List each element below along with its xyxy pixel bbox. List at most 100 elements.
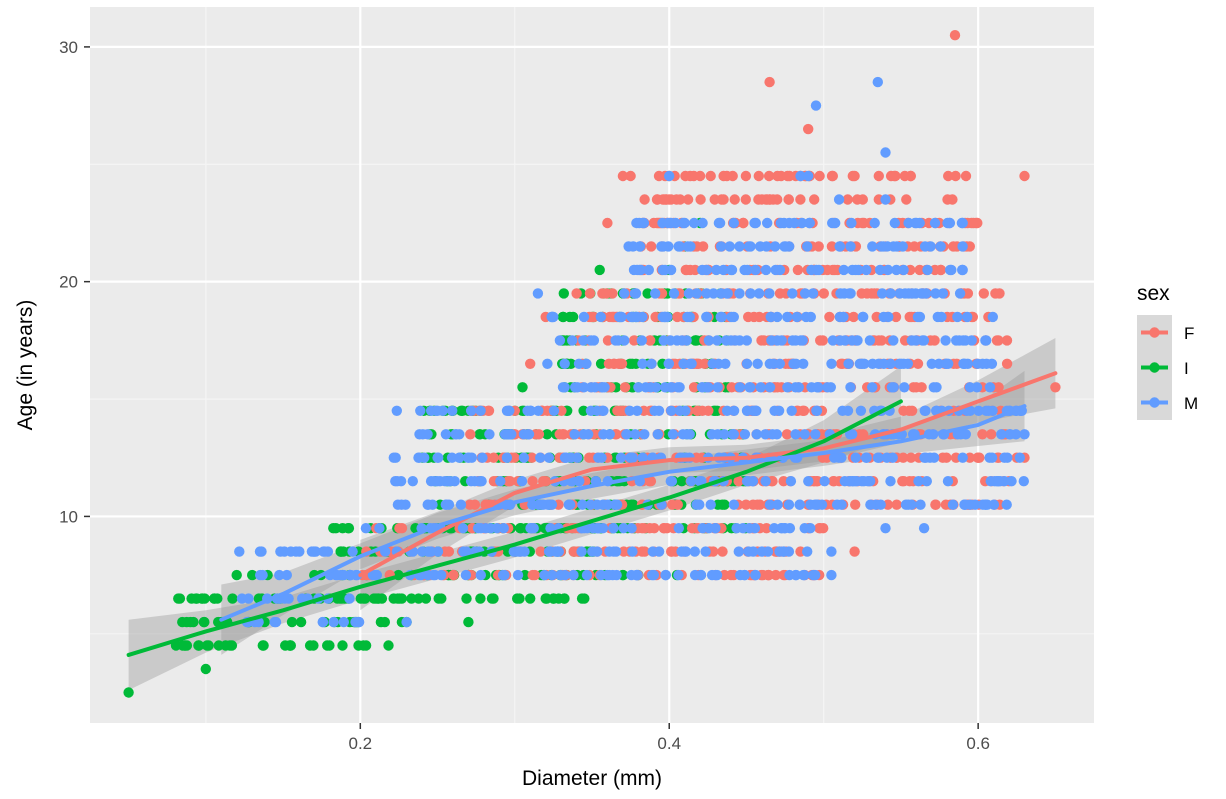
point-F-138 <box>394 523 405 534</box>
point-I-24 <box>304 640 316 651</box>
point-M-637 <box>941 358 952 369</box>
point-F-472 <box>916 382 927 393</box>
point-M-720 <box>684 311 695 323</box>
point-M-42 <box>254 546 266 557</box>
point-M-76 <box>735 569 746 581</box>
point-M-187 <box>805 523 816 534</box>
point-F-800 <box>809 194 820 205</box>
point-F-789 <box>740 194 751 205</box>
point-F-452 <box>993 382 1004 393</box>
point-F-24 <box>529 569 540 581</box>
point-M-725 <box>857 311 868 323</box>
point-F-89 <box>443 546 455 557</box>
point-M-666 <box>676 335 688 346</box>
point-M-99 <box>422 569 434 581</box>
point-M-796 <box>838 264 849 276</box>
point-M-792 <box>957 264 968 276</box>
point-M-871 <box>784 217 795 229</box>
point-F-866 <box>694 170 706 182</box>
point-M-473 <box>799 429 810 440</box>
point-M-618 <box>678 358 689 369</box>
point-I-493 <box>642 288 653 299</box>
point-M-318 <box>1006 476 1017 487</box>
x-tick-label-0: 0.2 <box>348 734 372 753</box>
point-M-511 <box>525 405 536 416</box>
point-M-573 <box>589 382 600 393</box>
point-M-336 <box>567 476 578 487</box>
point-M-69 <box>695 569 707 581</box>
point-M-519 <box>773 405 785 416</box>
point-M-753 <box>845 288 856 299</box>
point-M-626 <box>686 358 697 369</box>
point-M-588 <box>790 382 801 393</box>
point-F-44 <box>448 569 459 581</box>
point-M-881 <box>697 217 708 229</box>
point-M-744 <box>668 288 680 299</box>
point-M-111 <box>576 546 587 557</box>
point-M-852 <box>869 217 880 229</box>
point-M-585 <box>597 382 608 393</box>
point-M-616 <box>741 358 753 369</box>
point-F-841 <box>826 170 838 182</box>
point-M-890 <box>957 217 968 229</box>
point-M-889 <box>833 194 845 205</box>
point-F-282 <box>526 452 538 463</box>
point-M-862 <box>846 217 857 229</box>
point-I-57 <box>186 593 197 604</box>
point-F-847 <box>899 170 910 182</box>
point-M-604 <box>986 358 998 369</box>
point-M-665 <box>636 335 647 346</box>
grid-minor <box>90 7 1094 723</box>
point-M-583 <box>633 382 644 393</box>
point-M-515 <box>624 405 635 416</box>
point-M-134 <box>733 546 744 557</box>
point-M-502 <box>674 405 686 416</box>
point-I-169 <box>338 546 349 557</box>
point-F-867 <box>772 170 783 182</box>
point-F-882 <box>525 358 536 369</box>
point-F-601 <box>890 311 902 323</box>
point-F-861 <box>764 76 775 88</box>
point-F-857 <box>890 170 901 182</box>
point-M-65 <box>475 569 486 581</box>
x-axis: 0.2 0.4 0.6 <box>348 723 990 753</box>
point-M-564 <box>867 382 878 393</box>
point-I-94 <box>368 593 380 604</box>
point-I-514 <box>517 382 528 393</box>
point-M-380 <box>543 452 555 463</box>
point-M-905 <box>996 429 1007 440</box>
point-F-832 <box>753 170 764 182</box>
point-M-747 <box>629 288 641 299</box>
point-I-511 <box>285 640 296 651</box>
point-F-650 <box>994 288 1005 299</box>
point-M-255 <box>563 499 574 510</box>
point-M-536 <box>533 405 544 416</box>
point-M-7 <box>328 616 339 628</box>
point-M-489 <box>741 405 753 416</box>
point-F-854 <box>873 170 884 182</box>
point-F-207 <box>667 499 678 510</box>
point-F-218 <box>733 476 744 487</box>
point-M-312 <box>392 476 403 487</box>
point-I-73 <box>173 593 184 604</box>
point-M-884 <box>880 147 891 158</box>
point-M-486 <box>548 405 560 416</box>
point-M-399 <box>566 452 577 463</box>
point-I-515 <box>594 264 605 276</box>
point-M-349 <box>986 452 998 463</box>
point-M-540 <box>653 405 665 416</box>
point-M-326 <box>694 476 705 487</box>
point-M-907 <box>602 569 613 581</box>
point-M-646 <box>712 335 723 346</box>
point-M-732 <box>914 311 926 323</box>
point-M-438 <box>652 429 663 440</box>
point-M-672 <box>790 335 801 346</box>
point-F-732 <box>697 241 709 252</box>
point-M-260 <box>527 499 538 510</box>
point-M-587 <box>811 382 823 393</box>
point-M-903 <box>347 546 358 557</box>
point-F-811 <box>709 194 720 205</box>
point-M-902 <box>370 569 381 581</box>
point-M-592 <box>559 358 570 369</box>
point-F-844 <box>740 170 752 182</box>
